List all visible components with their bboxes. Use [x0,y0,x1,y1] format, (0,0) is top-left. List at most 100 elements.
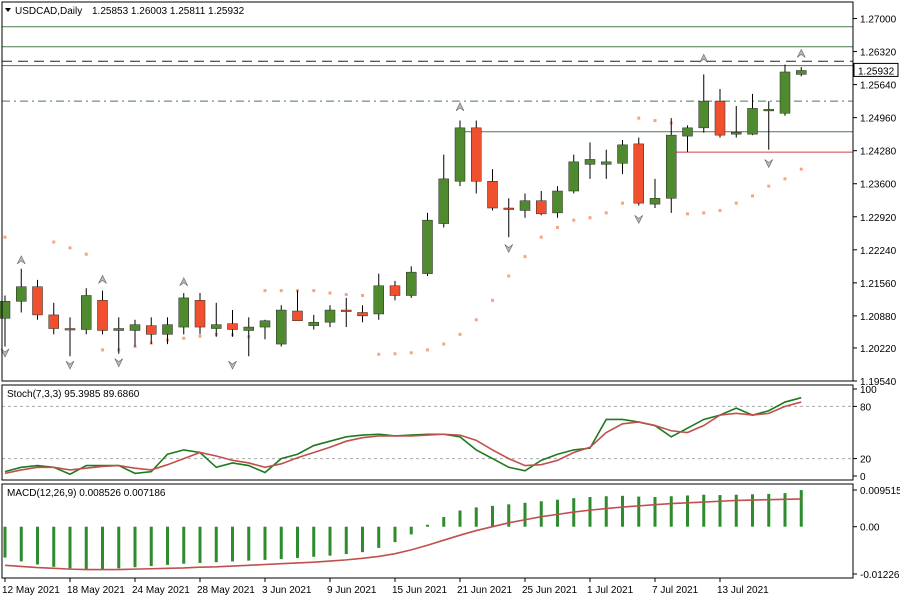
candle [244,327,254,330]
candle [16,287,26,302]
candle [390,286,400,296]
fractal-down-icon [635,215,643,223]
sar-dot [312,289,315,292]
candle [325,310,335,322]
macd-bar [556,500,559,527]
x-tick-label: 15 Jun 2021 [392,585,447,596]
candle [780,72,790,113]
macd-title: MACD(12,26,9) 0.008526 0.007186 [7,488,166,499]
macd-bar [361,527,364,552]
y-tick-label: 1.27000 [860,15,897,26]
macd-bar [735,495,738,527]
macd-bar [426,525,429,527]
y-tick-label: 1.20220 [860,344,897,355]
y-tick-label: 0 [860,472,866,483]
candle [796,71,806,75]
fractal-down-icon [229,361,237,369]
price-pane[interactable]: 1.270001.263201.256401.249601.242801.236… [0,15,898,388]
candle [276,310,286,344]
macd-bar [410,527,413,535]
sar-dot [377,353,380,356]
candle [179,298,189,327]
macd-bar [215,527,218,562]
sar-dot [702,211,705,214]
candle [488,181,498,208]
x-tick-label: 25 Jun 2021 [522,585,577,596]
stoch-signal-line [5,402,801,473]
macd-bar [85,527,88,569]
fractal-up-icon [180,278,188,286]
sar-dot [556,226,559,229]
sar-dot [540,236,543,239]
x-tick-label: 24 May 2021 [132,585,190,596]
sar-dot [426,348,429,351]
x-tick-label: 21 Jun 2021 [457,585,512,596]
sar-dot [637,117,640,120]
candle [618,145,628,163]
macd-bar [459,511,462,527]
sar-dot [654,119,657,122]
y-tick-label: 100 [860,385,877,396]
candle [715,101,725,135]
y-tick-label: 0.00 [860,523,880,534]
macd-bar [345,527,348,554]
macd-bar [264,527,267,560]
macd-bar [150,527,153,566]
y-tick-label: -0.012263 [860,570,900,581]
ohlc-readout: 1.25853 1.26003 1.25811 1.25932 [92,6,245,17]
fractal-up-icon [17,256,25,264]
candle [683,128,693,136]
candle [699,101,709,128]
candle [471,128,481,181]
candle [260,321,270,327]
fractal-down-icon [765,159,773,167]
fractal-up-icon [700,54,708,62]
sar-dot [442,343,445,346]
candle [504,208,514,210]
current-price-label: 1.25932 [858,66,895,77]
candle [195,300,205,327]
sar-dot [524,255,527,258]
macd-bar [296,527,299,558]
sar-dot [4,236,7,239]
candle [81,295,91,329]
candle [764,109,774,111]
macd-pane[interactable]: MACD(12,26,9) 0.008526 0.007186 0.009515… [4,486,900,581]
macd-bar [231,527,234,562]
macd-bar [686,495,689,526]
macd-bar [670,496,673,526]
macd-bar [442,517,445,527]
candle [406,272,416,295]
macd-bar [101,527,104,569]
candle [163,325,173,335]
macd-bar [329,527,332,556]
candle [666,135,676,198]
sar-dot [475,318,478,321]
y-tick-label: 1.26320 [860,48,897,59]
macd-bar [134,527,137,567]
sar-dot [589,216,592,219]
x-tick-label: 7 Jul 2021 [652,585,699,596]
sar-dot [182,337,185,340]
macd-bar [702,495,705,527]
sar-dot [491,299,494,302]
candle [439,179,449,224]
macd-bar [767,494,770,527]
y-tick-label: 1.21560 [860,279,897,290]
y-tick-label: 1.24960 [860,114,897,125]
fractal-down-icon [66,361,74,369]
macd-signal-line [5,499,801,570]
x-tick-label: 13 Jul 2021 [717,585,769,596]
candle [114,329,124,331]
y-tick-label: 1.22240 [860,246,897,257]
dropdown-triangle-icon[interactable] [5,8,11,12]
candle [211,325,221,329]
sar-dot [605,211,608,214]
macd-bar [247,527,250,561]
candle [65,329,75,331]
sar-dot [719,209,722,212]
